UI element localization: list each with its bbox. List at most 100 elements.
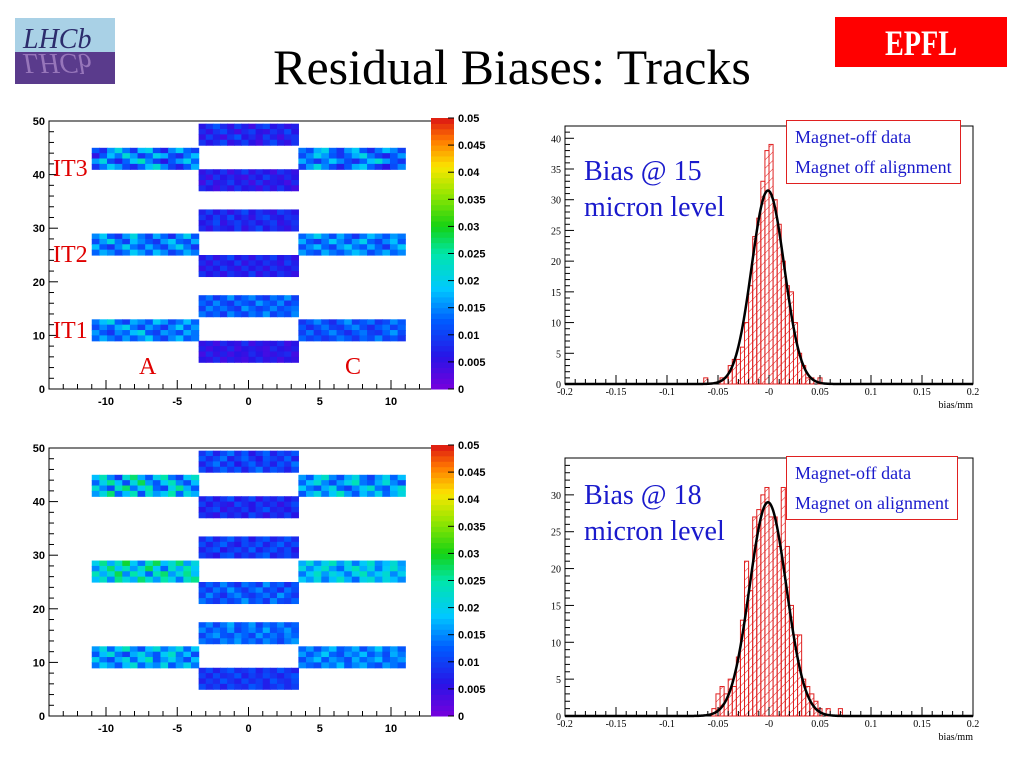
heatmap-cell — [145, 485, 154, 492]
colorbar-segment — [431, 558, 454, 565]
heatmap-cell — [248, 582, 257, 588]
heatmap-cell — [248, 547, 257, 554]
colorbar-tick-label: 0.01 — [458, 657, 479, 669]
heatmap-cell — [227, 536, 235, 543]
heatmap-cell — [277, 638, 285, 645]
colorbar-segment — [431, 269, 454, 276]
heatmap-cell — [255, 456, 264, 462]
heatmap-cell — [234, 678, 242, 685]
heatmap-cell — [248, 541, 257, 548]
heatmap-cell — [262, 255, 271, 261]
heatmap-cell — [234, 260, 242, 267]
histogram-bar — [748, 590, 754, 717]
heatmap-cell — [306, 153, 315, 160]
heatmap-cell — [321, 330, 330, 336]
heatmap-cell — [255, 638, 264, 645]
heatmap-cell — [114, 560, 123, 567]
heatmap-cell — [397, 576, 406, 583]
heatmap-cell — [277, 456, 285, 462]
heatmap-cell — [313, 158, 322, 165]
heatmap-cell — [99, 651, 108, 658]
heatmap-cell — [269, 351, 278, 358]
heatmap-cell — [129, 657, 139, 663]
heatmap-cell — [277, 356, 285, 363]
heatmap-cell — [351, 576, 361, 583]
module-it3-A — [91, 147, 200, 170]
heatmap-cell — [248, 346, 257, 353]
heatmap-cell — [389, 646, 399, 653]
heatmap-cell — [248, 260, 257, 267]
heatmap-cell — [291, 582, 299, 588]
heatmap-cell — [160, 651, 169, 658]
heatmap-cell — [359, 662, 368, 669]
heatmap-cell — [255, 214, 264, 221]
heatmap-cell — [212, 450, 221, 457]
heatmap-cell — [269, 174, 278, 181]
module-it3-top — [198, 450, 299, 473]
heatmap-cell — [248, 305, 257, 312]
heatmap-cell — [351, 480, 361, 487]
heatmap-cell — [145, 244, 154, 251]
heatmap-cell — [351, 324, 361, 331]
heatmap-cell — [291, 683, 299, 690]
gaussian-fit-line — [565, 500, 973, 718]
heatmap-cell — [107, 651, 116, 658]
heatmap-cell — [220, 627, 228, 634]
heatmap-cell — [160, 163, 169, 170]
module-it2-A — [91, 560, 200, 583]
heatmap-cell — [212, 582, 221, 588]
heatmap-cell — [336, 335, 345, 342]
heatmap-cell — [277, 305, 285, 312]
heatmap-cell — [234, 632, 242, 639]
heatmap-cell — [205, 220, 214, 227]
heatmap-cell — [160, 565, 169, 572]
heatmap-cell — [313, 244, 322, 251]
legend-line-2: Magnet off alignment — [795, 157, 952, 177]
heatmap-cell — [241, 260, 250, 267]
heatmap-cell — [321, 238, 330, 245]
heatmap-cell — [269, 501, 278, 508]
heatmap-cell — [198, 587, 207, 594]
y-tick-label: 40 — [33, 170, 45, 182]
heatmap-cell — [91, 485, 100, 492]
heatmap-cell — [262, 496, 271, 503]
heatmap-cell — [397, 249, 406, 256]
heatmap-cell — [122, 330, 131, 336]
heatmap-cell — [367, 238, 376, 245]
heatmap-cell — [160, 490, 169, 497]
heatmap-cell — [107, 233, 116, 240]
heatmap-cell — [107, 571, 116, 578]
heatmap-cell — [234, 225, 242, 232]
colorbar-tick-label: 0.015 — [458, 630, 486, 642]
heatmap-cell — [269, 346, 278, 353]
heatmap-cell — [183, 657, 192, 663]
heatmap-cell — [137, 646, 146, 653]
heatmap-cell — [190, 480, 200, 487]
heatmap-cell — [328, 335, 338, 342]
colorbar-segment — [431, 678, 454, 684]
heatmap-cell — [212, 638, 221, 645]
heatmap-cell — [269, 134, 278, 141]
heatmap-cell — [269, 220, 278, 227]
heatmap-cell — [374, 576, 383, 583]
heatmap-cell — [284, 638, 292, 645]
heatmap-cell — [359, 153, 368, 160]
heatmap-cell — [129, 474, 139, 481]
histogram-bar — [748, 285, 754, 385]
heatmap-cell — [284, 260, 292, 267]
heatmap-cell — [328, 571, 338, 578]
heatmap-cell — [114, 249, 123, 256]
heatmap-cell — [255, 255, 264, 261]
heatmap-cell — [227, 356, 235, 363]
heatmap-cell — [227, 129, 235, 135]
heatmap-cell — [291, 450, 299, 457]
heatmap-cell — [313, 651, 322, 658]
heatmap-cell — [344, 319, 353, 326]
heatmap-cell — [227, 683, 235, 690]
heatmap-cell — [129, 244, 139, 251]
heatmap-cell — [175, 485, 184, 492]
heatmap-cell — [145, 576, 154, 583]
heatmap-cell — [284, 346, 292, 353]
heatmap-cell — [269, 260, 278, 267]
heatmap-cell — [220, 346, 228, 353]
